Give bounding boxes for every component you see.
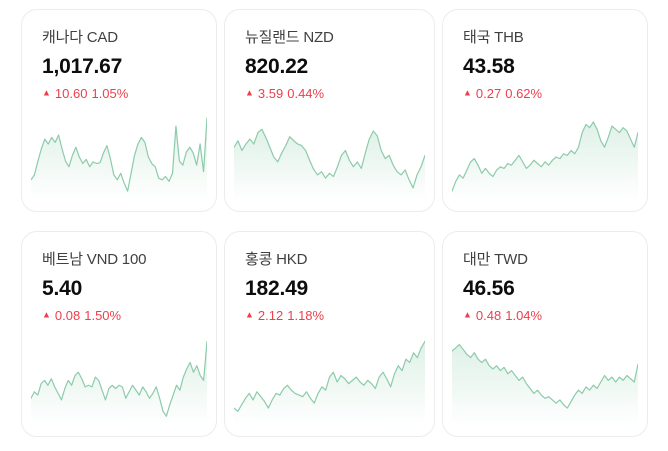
up-arrow-icon: ▲ — [42, 309, 51, 320]
sparkline-chart — [234, 338, 425, 426]
rate-change: ▲ 10.60 1.05% — [42, 86, 196, 101]
sparkline-chart — [452, 113, 638, 201]
change-amount: 2.12 — [257, 308, 284, 323]
change-amount: 10.60 — [54, 86, 88, 101]
change-amount: 0.27 — [475, 86, 502, 101]
change-percent: 0.44% — [287, 86, 325, 101]
currency-name: 홍콩 HKD — [245, 251, 308, 268]
currency-name: 태국 THB — [463, 29, 524, 46]
change-amount: 3.59 — [257, 86, 284, 101]
currency-name: 베트남 VND 100 — [42, 251, 147, 268]
exchange-rate-value: 43.58 — [463, 55, 515, 78]
currency-card-thb[interactable]: 태국 THB 43.58 ▲ 0.27 0.62% — [442, 9, 648, 212]
up-arrow-icon: ▲ — [463, 87, 472, 98]
exchange-rate-value: 5.40 — [42, 277, 83, 300]
currency-name: 캐나다 CAD — [42, 29, 118, 46]
rate-change: ▲ 0.08 1.50% — [42, 308, 196, 323]
sparkline-chart — [31, 113, 207, 201]
exchange-rate-value: 182.49 — [245, 277, 309, 300]
change-percent: 1.04% — [505, 308, 543, 323]
currency-card-twd[interactable]: 대만 TWD 46.56 ▲ 0.48 1.04% — [442, 231, 648, 437]
rate-change: ▲ 3.59 0.44% — [245, 86, 414, 101]
change-percent: 0.62% — [505, 86, 543, 101]
change-amount: 0.48 — [475, 308, 502, 323]
currency-card-vnd[interactable]: 베트남 VND 100 5.40 ▲ 0.08 1.50% — [21, 231, 217, 437]
sparkline-chart — [234, 113, 425, 201]
up-arrow-icon: ▲ — [245, 87, 254, 98]
change-percent: 1.50% — [84, 308, 122, 323]
rate-change: ▲ 0.48 1.04% — [463, 308, 627, 323]
currency-card-cad[interactable]: 캐나다 CAD 1,017.67 ▲ 10.60 1.05% — [21, 9, 217, 212]
exchange-rate-value: 820.22 — [245, 55, 309, 78]
rate-change: ▲ 0.27 0.62% — [463, 86, 627, 101]
exchange-rate-value: 46.56 — [463, 277, 515, 300]
exchange-rate-value: 1,017.67 — [42, 55, 123, 78]
sparkline-chart — [31, 338, 207, 426]
up-arrow-icon: ▲ — [245, 309, 254, 320]
change-percent: 1.18% — [287, 308, 325, 323]
currency-name: 뉴질랜드 NZD — [245, 29, 334, 46]
change-percent: 1.05% — [91, 86, 129, 101]
currency-card-hkd[interactable]: 홍콩 HKD 182.49 ▲ 2.12 1.18% — [224, 231, 435, 437]
change-amount: 0.08 — [54, 308, 81, 323]
sparkline-chart — [452, 338, 638, 426]
currency-name: 대만 TWD — [463, 251, 528, 268]
rate-change: ▲ 2.12 1.18% — [245, 308, 414, 323]
currency-card-grid: 캐나다 CAD 1,017.67 ▲ 10.60 1.05% 뉴질랜드 NZD … — [21, 9, 648, 437]
up-arrow-icon: ▲ — [463, 309, 472, 320]
up-arrow-icon: ▲ — [42, 87, 51, 98]
currency-card-nzd[interactable]: 뉴질랜드 NZD 820.22 ▲ 3.59 0.44% — [224, 9, 435, 212]
